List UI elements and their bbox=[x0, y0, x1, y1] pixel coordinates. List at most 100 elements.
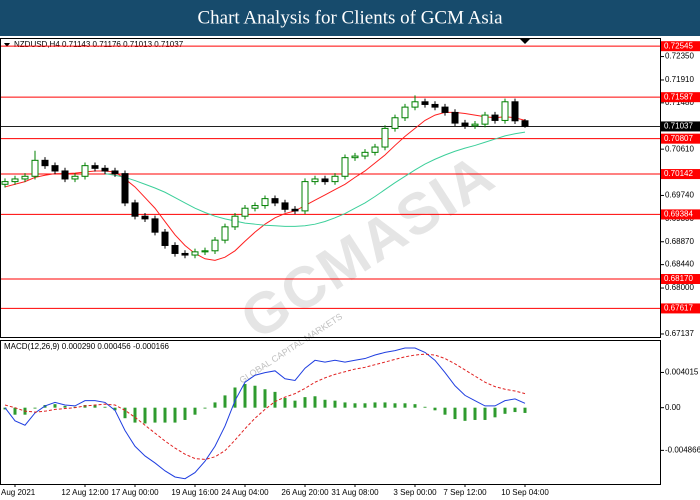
x-tick-label: 10 Sep 04:00 bbox=[501, 488, 549, 497]
level-label-box bbox=[661, 209, 700, 220]
candle-body bbox=[21, 175, 29, 180]
histogram-bar bbox=[523, 407, 527, 413]
candle-body bbox=[351, 155, 359, 159]
candle-body bbox=[201, 250, 209, 253]
candle-body bbox=[61, 170, 69, 180]
candle-body bbox=[421, 101, 429, 105]
candle-body bbox=[411, 101, 419, 108]
candle-body bbox=[281, 202, 289, 210]
histogram-bar bbox=[413, 404, 417, 408]
histogram-bar bbox=[3, 407, 7, 410]
candle-body bbox=[121, 173, 129, 204]
candle-body bbox=[1, 181, 9, 185]
histogram-bar bbox=[463, 407, 467, 421]
histogram-bar bbox=[333, 400, 337, 408]
y-tick-label: 0.004015 bbox=[665, 368, 699, 377]
candle-body bbox=[251, 205, 259, 209]
candle-body bbox=[501, 101, 509, 121]
histogram-bar bbox=[193, 407, 197, 415]
y-tick-label: 0.68000 bbox=[665, 283, 694, 292]
histogram-bar bbox=[313, 396, 317, 408]
histogram-bar bbox=[503, 407, 507, 414]
candle-body bbox=[321, 178, 329, 183]
histogram-bar bbox=[103, 406, 107, 408]
histogram-bar bbox=[393, 403, 397, 408]
histogram-bar bbox=[163, 407, 167, 423]
histogram-bar bbox=[513, 407, 517, 413]
y-tick-label: 0.68440 bbox=[665, 260, 694, 269]
candle-body bbox=[211, 239, 219, 252]
histogram-bar bbox=[113, 407, 117, 411]
histogram-bar bbox=[13, 407, 17, 415]
x-tick-label: 17 Aug 00:00 bbox=[111, 488, 159, 497]
candle-body bbox=[451, 111, 459, 124]
histogram-bar bbox=[233, 387, 237, 408]
level-label-box bbox=[661, 169, 700, 180]
histogram-bar bbox=[153, 407, 157, 423]
macd-line bbox=[4, 353, 526, 460]
candle-body bbox=[231, 215, 239, 228]
candle-body bbox=[301, 181, 309, 212]
candle-body bbox=[51, 165, 59, 172]
macd-panel bbox=[0, 340, 661, 485]
level-label: 0.70142 bbox=[664, 169, 693, 178]
candle-body bbox=[161, 231, 169, 246]
candle-body bbox=[311, 178, 319, 183]
x-tick-label: 19 Aug 16:00 bbox=[171, 488, 219, 497]
macd-line bbox=[4, 347, 526, 480]
y-tick-label: 0.00 bbox=[665, 403, 681, 412]
candle-body bbox=[31, 159, 39, 177]
histogram-bar bbox=[63, 405, 67, 408]
level-label: 0.67617 bbox=[664, 304, 693, 313]
candle-body bbox=[171, 244, 179, 254]
candle-body bbox=[491, 114, 499, 121]
moving-average bbox=[4, 111, 526, 261]
y-tick-label: 0.68870 bbox=[665, 237, 694, 246]
candle-body bbox=[91, 165, 99, 169]
candle-body bbox=[151, 218, 159, 233]
candle-body bbox=[41, 159, 49, 167]
histogram-bar bbox=[243, 383, 247, 408]
candle-body bbox=[511, 101, 519, 122]
histogram-bar bbox=[373, 402, 377, 408]
level-label: 0.72545 bbox=[664, 41, 693, 50]
histogram-bar bbox=[33, 407, 37, 409]
level-label-box bbox=[661, 133, 700, 144]
candle-body bbox=[81, 165, 89, 177]
histogram-bar bbox=[263, 389, 267, 408]
candle-body bbox=[371, 146, 379, 153]
histogram-bar bbox=[403, 403, 407, 408]
histogram-bar bbox=[453, 407, 457, 420]
level-label: 0.70807 bbox=[664, 134, 693, 143]
candle-body bbox=[291, 208, 299, 212]
moving-average bbox=[104, 131, 526, 227]
histogram-bar bbox=[473, 407, 477, 420]
candle-body bbox=[471, 123, 479, 127]
level-label-box bbox=[661, 92, 700, 103]
chart-title: Chart Analysis for Clients of GCM Asia bbox=[197, 7, 503, 28]
histogram-bar bbox=[123, 407, 127, 419]
x-tick-label: 9 Aug 2021 bbox=[0, 488, 36, 497]
x-tick-label: 26 Aug 20:00 bbox=[281, 488, 329, 497]
histogram-bar bbox=[353, 403, 357, 408]
candle-body bbox=[141, 215, 149, 220]
price-panel bbox=[0, 38, 661, 338]
y-tick-label: 0.70610 bbox=[665, 144, 694, 153]
histogram-bar bbox=[133, 407, 137, 423]
symbol-marker bbox=[4, 43, 10, 47]
candle-body bbox=[391, 117, 399, 129]
histogram-bar bbox=[323, 399, 327, 408]
histogram-bar bbox=[53, 404, 57, 408]
histogram-bar bbox=[383, 402, 387, 408]
y-tick-label: 0.67137 bbox=[665, 329, 694, 338]
candle-body bbox=[461, 122, 469, 127]
y-tick-label: 0.71910 bbox=[665, 75, 694, 84]
histogram-bar bbox=[493, 407, 497, 418]
candle-body bbox=[431, 103, 439, 108]
candle-body bbox=[241, 207, 249, 217]
y-tick-label: 0.72350 bbox=[665, 52, 694, 61]
histogram-bar bbox=[363, 403, 367, 408]
